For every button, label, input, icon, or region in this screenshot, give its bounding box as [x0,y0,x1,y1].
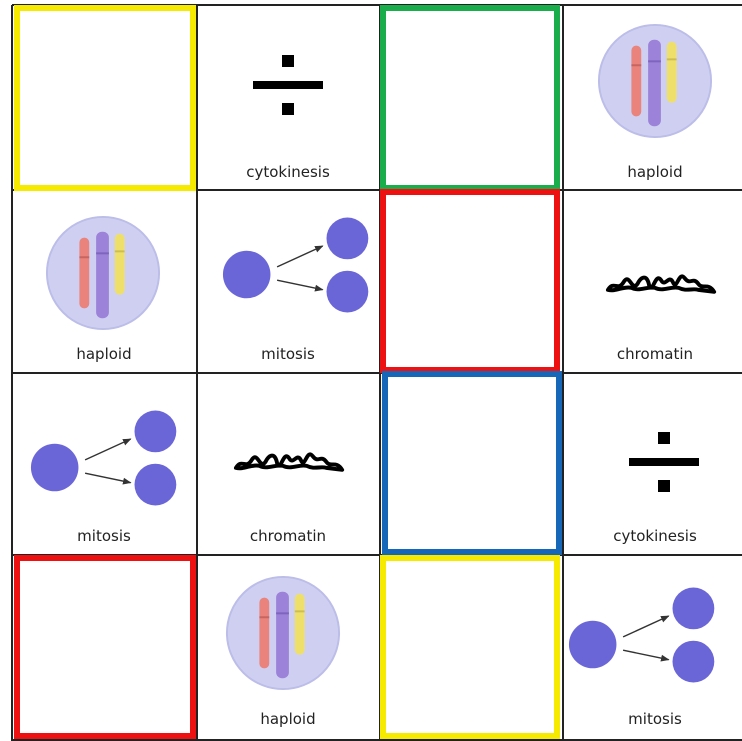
cell-label: chromatin [617,345,693,363]
cell-label: cytokinesis [613,527,697,545]
empty-cell[interactable] [380,555,560,739]
chromatin-icon [605,274,717,294]
mitosis-icon [569,588,714,683]
cell-label: chromatin [250,527,326,545]
haploid-icon [225,575,341,691]
empty-cell[interactable] [382,371,562,555]
cell-label: haploid [76,345,131,363]
cytokinesis-icon [253,55,323,115]
mitosis-icon [223,218,368,313]
cell-label: cytokinesis [246,163,330,181]
haploid-icon [45,215,161,331]
haploid-icon [597,23,713,139]
empty-cell[interactable] [14,5,196,191]
chromatin-icon [233,452,345,472]
empty-cell[interactable] [380,5,560,191]
cell-label: mitosis [628,710,682,728]
cell-label: haploid [260,710,315,728]
cell-label: mitosis [77,527,131,545]
cell-label: mitosis [261,345,315,363]
cytokinesis-icon [629,432,699,492]
empty-cell[interactable] [380,189,560,373]
cell-label: haploid [627,163,682,181]
mitosis-icon [31,411,176,506]
empty-cell[interactable] [14,555,196,739]
